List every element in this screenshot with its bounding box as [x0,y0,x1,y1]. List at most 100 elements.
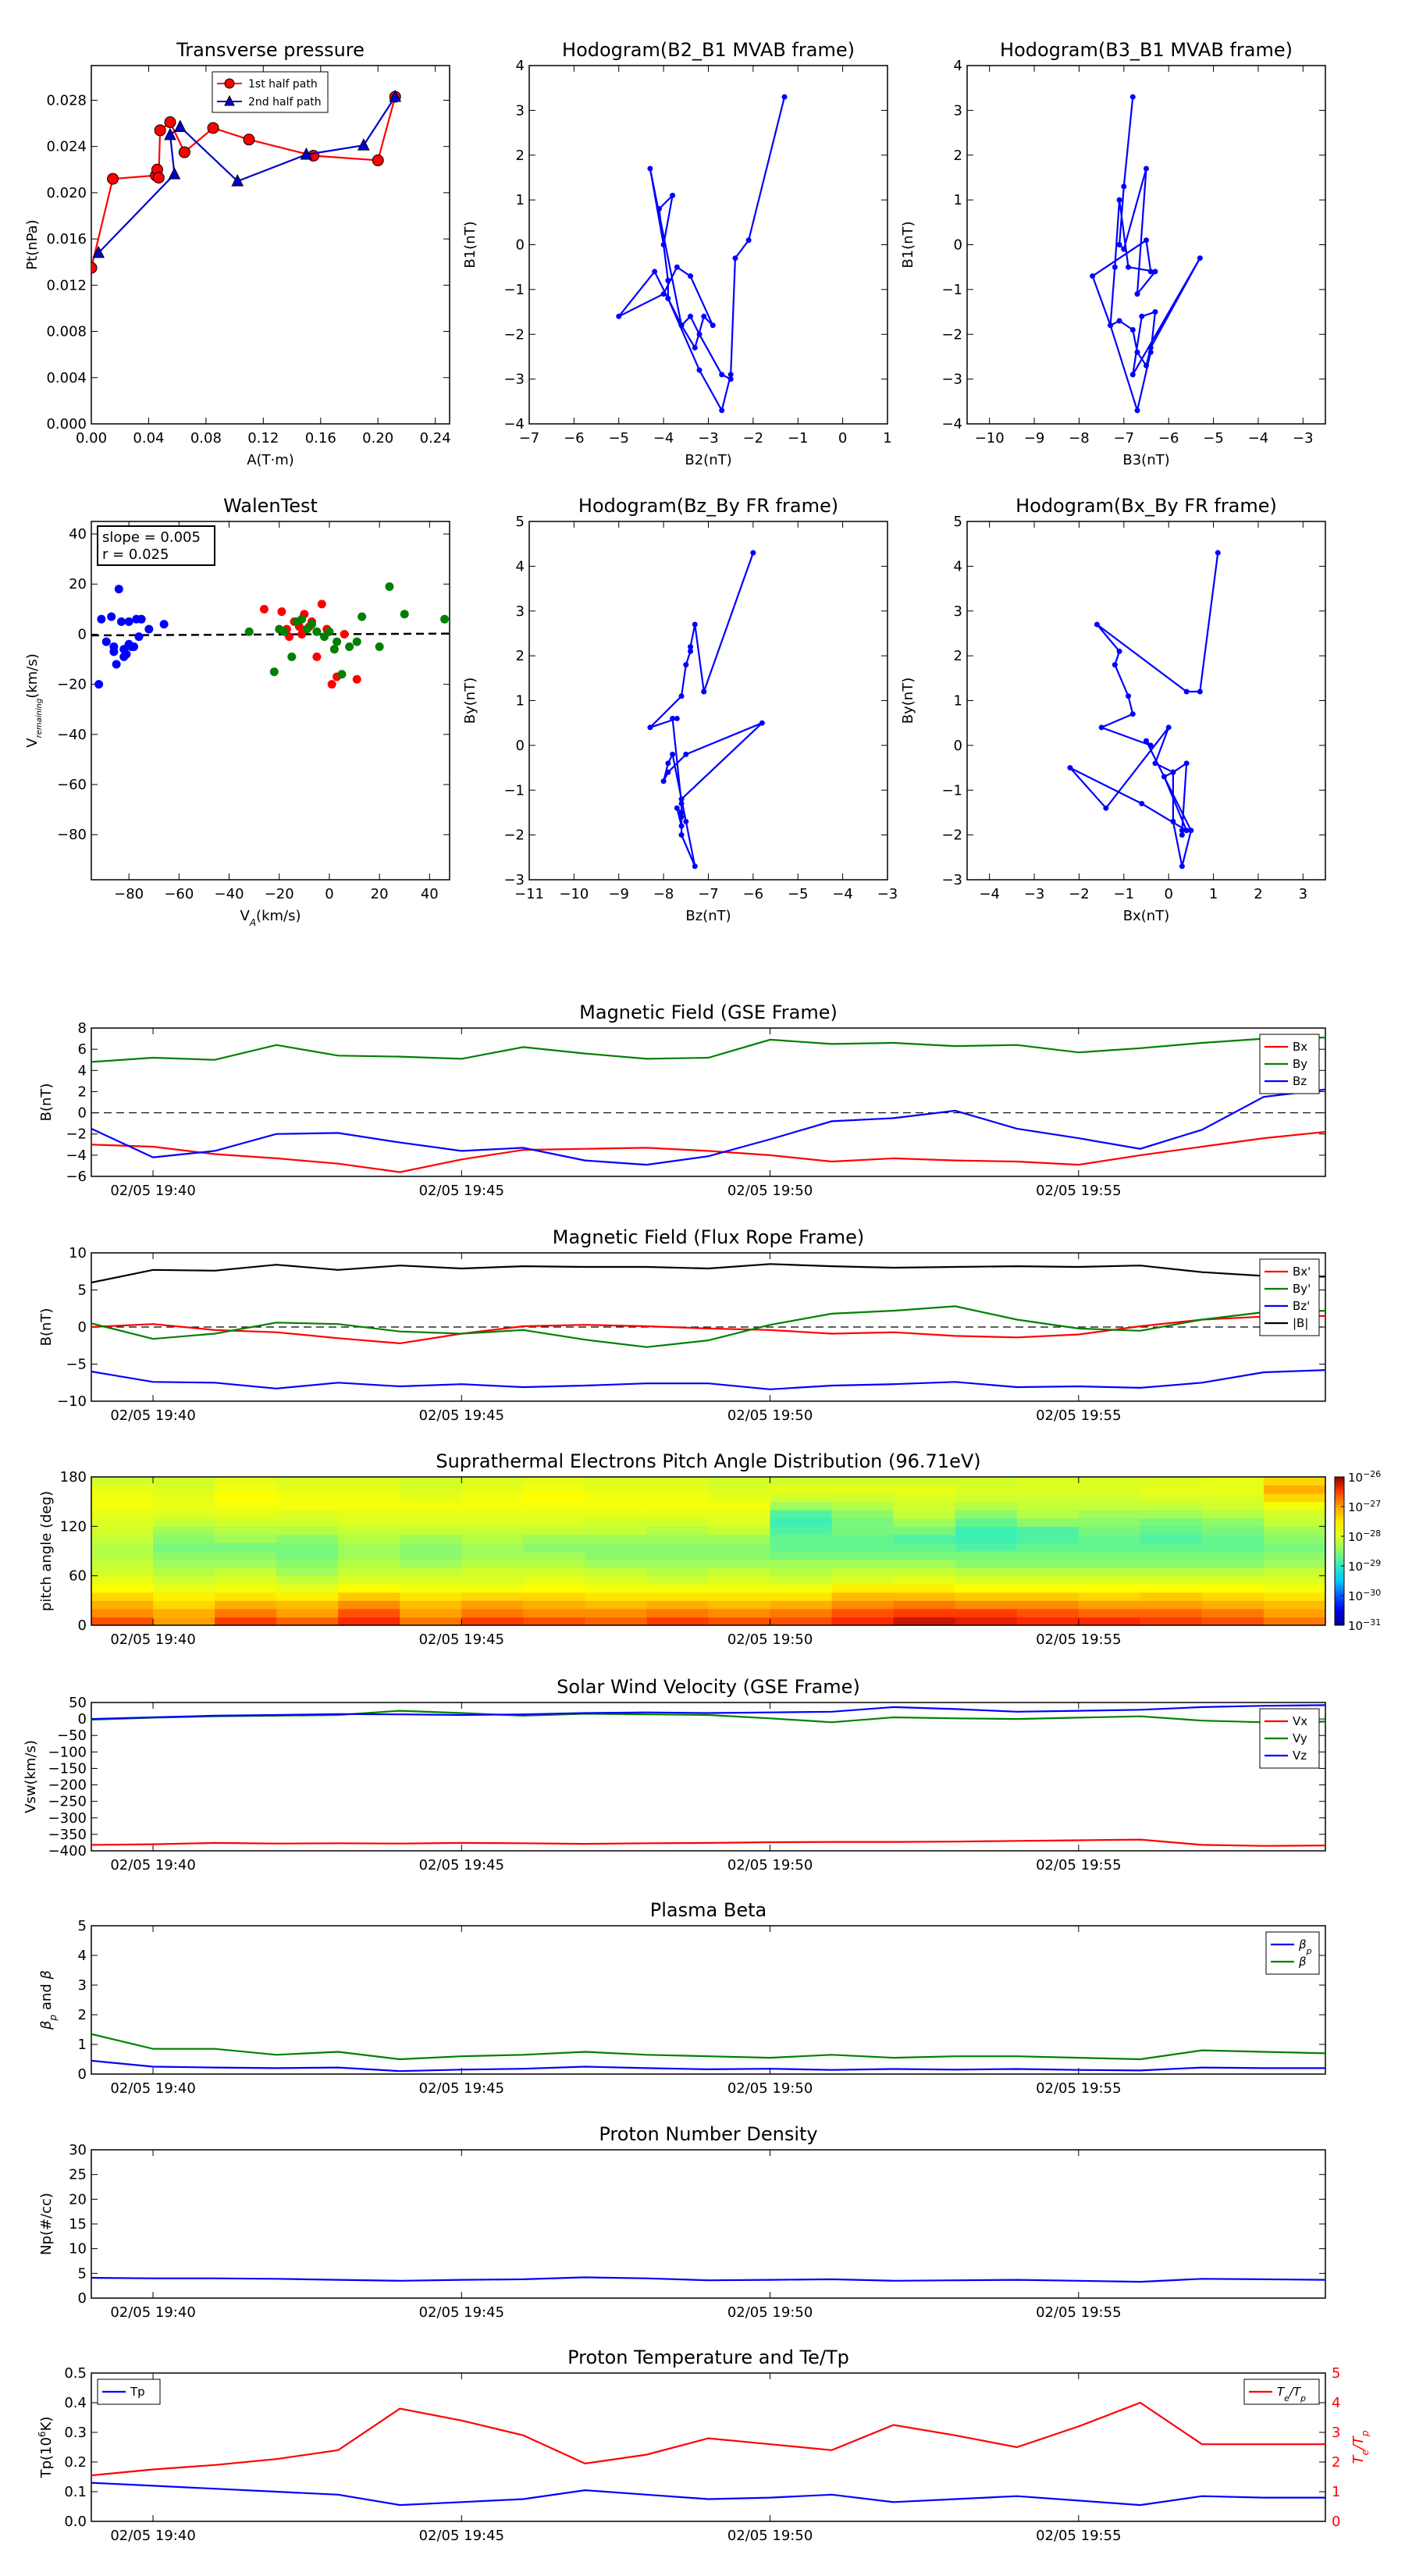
heatmap-cell [215,1493,277,1503]
heatmap-cell [276,1526,339,1535]
x-axis-label: VA(km/s) [240,908,301,928]
heatmap-cell [1140,1617,1203,1626]
heatmap-cell [1140,1510,1203,1519]
y-axis-label: B1(nT) [462,221,478,268]
heatmap-cell [1263,1617,1326,1626]
heatmap-cell [1263,1551,1326,1560]
heatmap-cell [831,1542,895,1552]
heatmap-cell [1140,1526,1203,1535]
y-axis-label: pitch angle (deg) [38,1491,55,1611]
heatmap-cell [215,1517,277,1527]
x-tick-label: 3 [1299,886,1307,902]
data-point-bx-by [1067,765,1073,771]
y-tick-label: 0.028 [46,92,87,109]
heatmap-cell [770,1584,833,1593]
data-point-red [312,652,322,661]
heatmap-cell [955,1617,1018,1626]
heatmap-cell [461,1526,524,1535]
heatmap-cell [461,1567,524,1577]
heatmap-cell [955,1510,1018,1519]
data-point-b3-b1 [1090,273,1096,279]
heatmap-cell [1016,1584,1080,1593]
data-point-red [340,629,349,639]
heatmap-cell [338,1592,400,1601]
heatmap-cell [585,1600,647,1610]
heatmap-cell [893,1617,956,1626]
data-point-bz-by [678,809,685,816]
series-line-1st-half-path [91,96,397,269]
heatmap-cell [646,1584,709,1593]
heatmap-cell [770,1501,833,1510]
data-point-2nd-half-path [389,89,402,102]
data-point-blue [101,637,111,646]
x-tick-label: 02/05 19:45 [419,2528,504,2544]
y-tick-label: 50 [69,1695,87,1711]
y-axis-label: Pt(nPa) [24,219,41,269]
heatmap-cell [1263,1575,1326,1585]
data-point-bz-by [678,814,685,820]
heatmap-cell [1201,1559,1264,1568]
data-point-1st-half-path [107,173,119,185]
heatmap-cell [523,1575,585,1585]
transverse-pressure-plot-area [91,65,450,425]
heatmap-cell [831,1534,895,1543]
heatmap-cell [276,1493,339,1503]
y-axis-label: Np(#/cc) [38,2193,55,2255]
heatmap-cell [1078,1567,1141,1577]
x-tick-label: 02/05 19:40 [110,1857,195,1873]
y-tick-label: 120 [60,1518,87,1535]
heatmap-cell [276,1617,339,1626]
heatmap-cell [1078,1477,1141,1486]
x-tick-label: 02/05 19:55 [1036,1183,1121,1199]
heatmap-cell [338,1477,400,1486]
x-tick-label: 0.24 [420,430,451,447]
x-tick-label: −4 [653,430,674,447]
heatmap-cell [831,1575,895,1585]
heatmap-cell [400,1600,462,1610]
colorbar-label: 10−28 [1348,1528,1381,1545]
heatmap-cell [770,1551,833,1560]
x-tick-label: 02/05 19:40 [110,1183,195,1199]
y-tick-label: −40 [57,727,87,743]
data-point-b3-b1 [1108,322,1114,329]
heatmap-cell [91,1567,154,1577]
y-tick-label: 60 [69,1568,87,1585]
heatmap-cell [1078,1542,1141,1552]
legend-label: |B| [1293,1316,1308,1330]
data-point-bx-by [1098,724,1104,731]
x-tick-label: 02/05 19:55 [1036,2528,1121,2544]
heatmap-cell [831,1510,895,1519]
heatmap-cell [400,1575,462,1585]
hodogram-bz-by-series-group [647,550,765,870]
x-tick-label: 0.08 [190,430,222,447]
plasma-beta-plot-area [91,1925,1326,2075]
heatmap-cell [646,1526,709,1535]
x-tick-label: 02/05 19:50 [727,1183,813,1199]
heatmap-cell [893,1517,956,1527]
heatmap-cell [646,1501,709,1510]
heatmap-cell [400,1485,462,1494]
heatmap-cell [400,1526,462,1535]
heatmap-cell [91,1501,154,1510]
data-point-b2-b1 [745,237,752,244]
heatmap-cell [91,1485,154,1494]
data-point-bz-by [759,720,765,726]
data-point-bx-by [1144,738,1149,744]
proton-density-series-group [91,2276,1325,2283]
y-right-tick-label: 4 [1332,2395,1340,2411]
x-tick-label: −8 [1069,430,1090,447]
legend-label-beta: β [1298,1955,1307,1969]
heatmap-cell [708,1551,771,1560]
data-point-b3-b1 [1134,291,1140,297]
data-point-bz-by [674,715,680,721]
heatmap-cell [585,1485,647,1494]
data-point-red [259,604,269,614]
heatmap-cell [338,1575,400,1585]
heatmap-cell [770,1510,833,1519]
y-tick-label: 0.3 [64,2425,87,2441]
colorbar-label: 10−29 [1348,1558,1381,1574]
heatmap-cell [1078,1551,1141,1560]
legend-label: 2nd half path [248,96,322,109]
heatmap-cell [400,1510,462,1519]
y-tick-label: 0.000 [46,416,87,432]
